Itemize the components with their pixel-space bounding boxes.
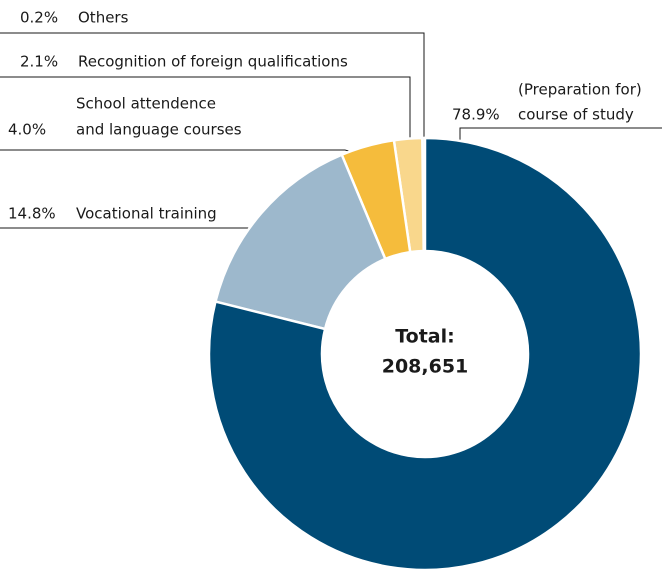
- value-label: 4.0%: [8, 121, 46, 139]
- leader-line: [459, 127, 662, 145]
- leader-line: [0, 223, 271, 229]
- category-label: Vocational training: [76, 205, 217, 223]
- value-label: 0.2%: [20, 9, 58, 27]
- leader-line: [0, 149, 353, 153]
- category-label: Others: [78, 9, 129, 27]
- center-text: Total:: [395, 326, 455, 348]
- donut-segment: [213, 153, 387, 331]
- category-label: (Preparation for): [518, 81, 642, 99]
- leader-line: [0, 76, 411, 140]
- category-label: course of study: [518, 106, 634, 124]
- category-label: and language courses: [76, 121, 242, 139]
- value-label: 2.1%: [20, 53, 58, 71]
- total: 208,651: [382, 356, 469, 378]
- value-label: 78.9%: [452, 106, 500, 124]
- value-label: 14.8%: [8, 205, 56, 223]
- donut-segment: [207, 136, 643, 570]
- donut-segment: [340, 138, 412, 261]
- category-label: School attendence: [76, 95, 216, 113]
- leader-line: [0, 32, 425, 140]
- category-label: Recognition of foreign qualifications: [78, 53, 348, 71]
